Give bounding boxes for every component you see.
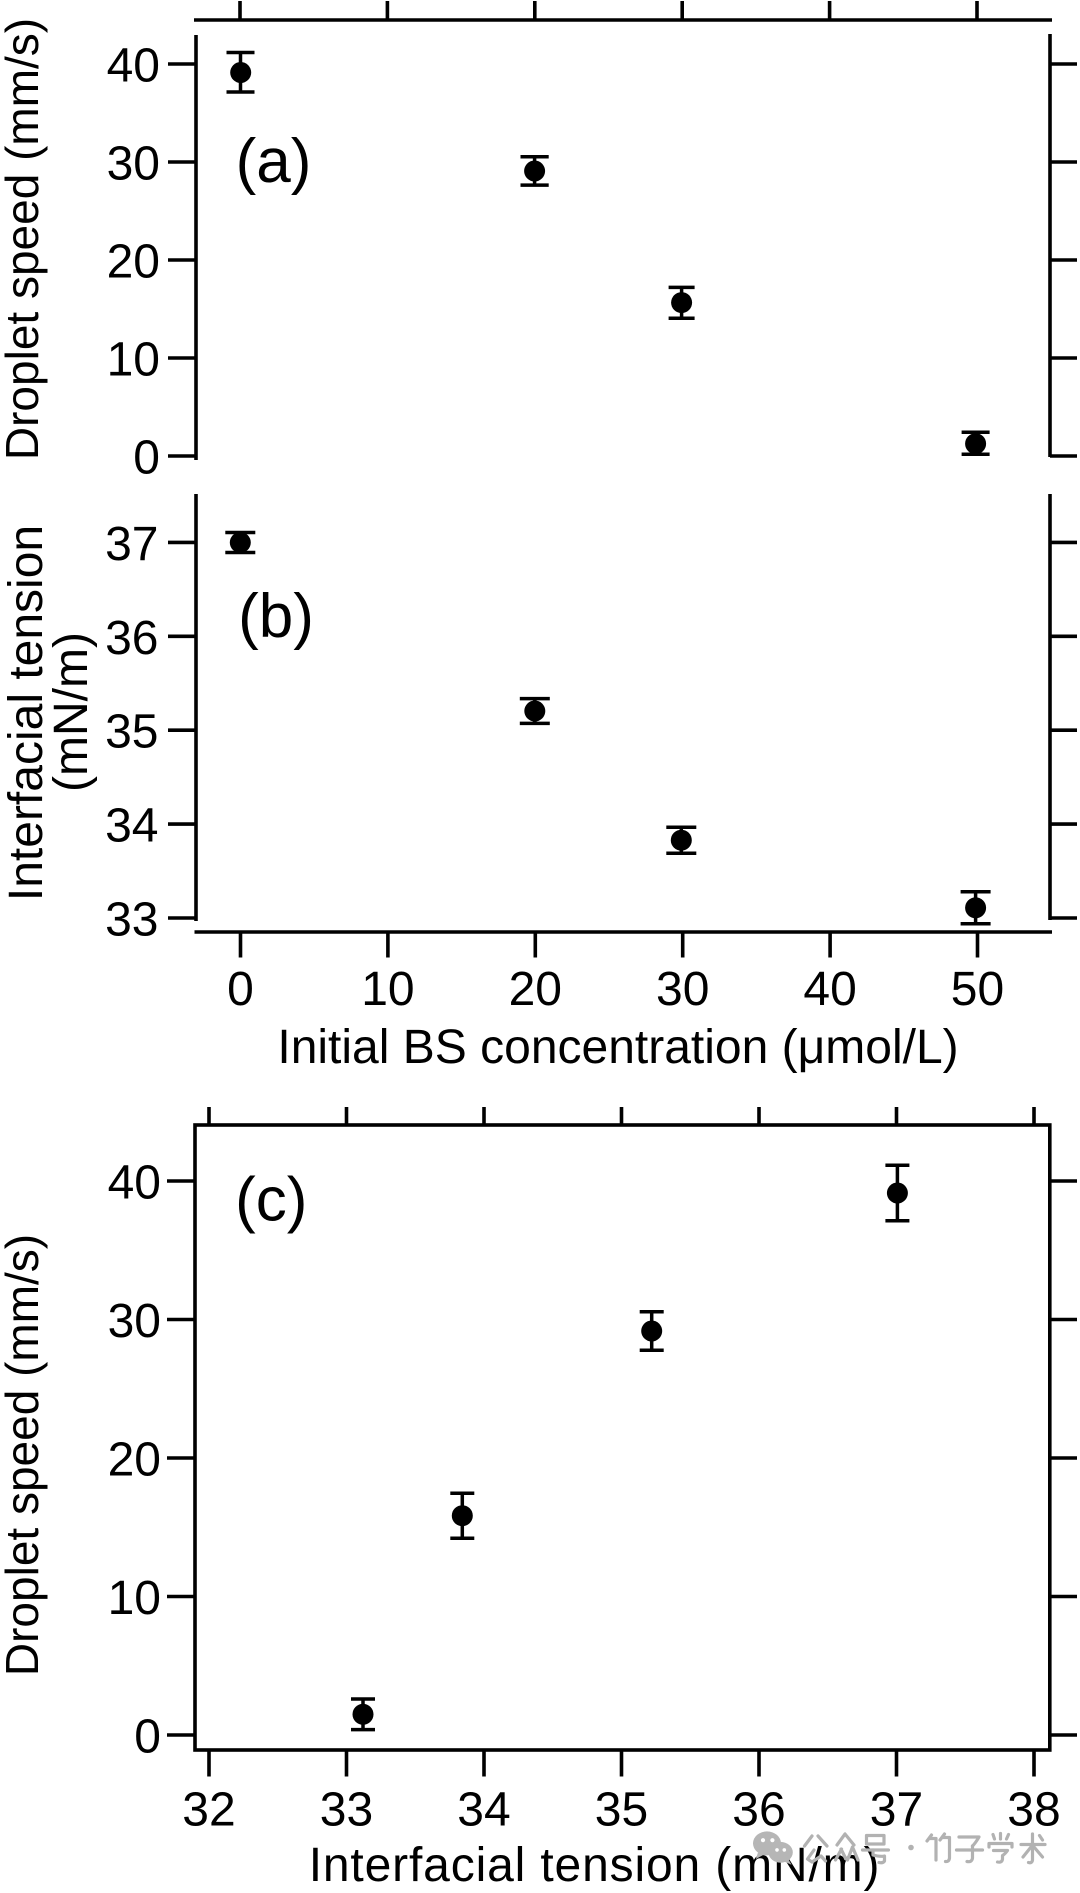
svg-text:(mN/m): (mN/m): [45, 632, 98, 792]
svg-text:0: 0: [227, 963, 254, 1016]
svg-text:40: 40: [107, 40, 160, 93]
svg-text:30: 30: [108, 1295, 161, 1348]
svg-text:20: 20: [509, 963, 562, 1016]
svg-text:35: 35: [105, 706, 158, 759]
svg-text:35: 35: [595, 1784, 648, 1837]
svg-text:40: 40: [803, 963, 856, 1016]
svg-text:Interfacial tension (mN/m): Interfacial tension (mN/m): [309, 1839, 881, 1892]
svg-text:Droplet speed (mm/s): Droplet speed (mm/s): [0, 18, 48, 460]
svg-text:37: 37: [105, 518, 158, 571]
svg-text:30: 30: [107, 138, 160, 191]
svg-text:50: 50: [951, 963, 1004, 1016]
svg-text:20: 20: [108, 1434, 161, 1487]
svg-text:34: 34: [105, 800, 158, 853]
svg-text:0: 0: [134, 1711, 161, 1764]
svg-text:10: 10: [361, 963, 414, 1016]
svg-text:Initial BS concentration (μmol: Initial BS concentration (μmol/L): [277, 1021, 958, 1074]
svg-text:34: 34: [457, 1784, 510, 1837]
svg-text:(b): (b): [238, 582, 314, 651]
svg-text:Droplet speed (mm/s): Droplet speed (mm/s): [0, 1234, 48, 1676]
svg-text:38: 38: [1007, 1784, 1060, 1837]
svg-text:36: 36: [105, 612, 158, 665]
svg-text:10: 10: [108, 1572, 161, 1625]
svg-text:20: 20: [107, 236, 160, 289]
svg-text:30: 30: [656, 963, 709, 1016]
svg-text:33: 33: [320, 1784, 373, 1837]
svg-text:37: 37: [870, 1784, 923, 1837]
svg-text:33: 33: [105, 894, 158, 947]
svg-text:40: 40: [108, 1157, 161, 1210]
svg-text:(c): (c): [235, 1165, 307, 1234]
svg-text:32: 32: [182, 1784, 235, 1837]
svg-text:10: 10: [107, 334, 160, 387]
svg-text:Interfacial tension: Interfacial tension: [0, 525, 53, 901]
svg-text:0: 0: [133, 432, 160, 485]
svg-text:36: 36: [732, 1784, 785, 1837]
svg-text:(a): (a): [236, 127, 312, 196]
